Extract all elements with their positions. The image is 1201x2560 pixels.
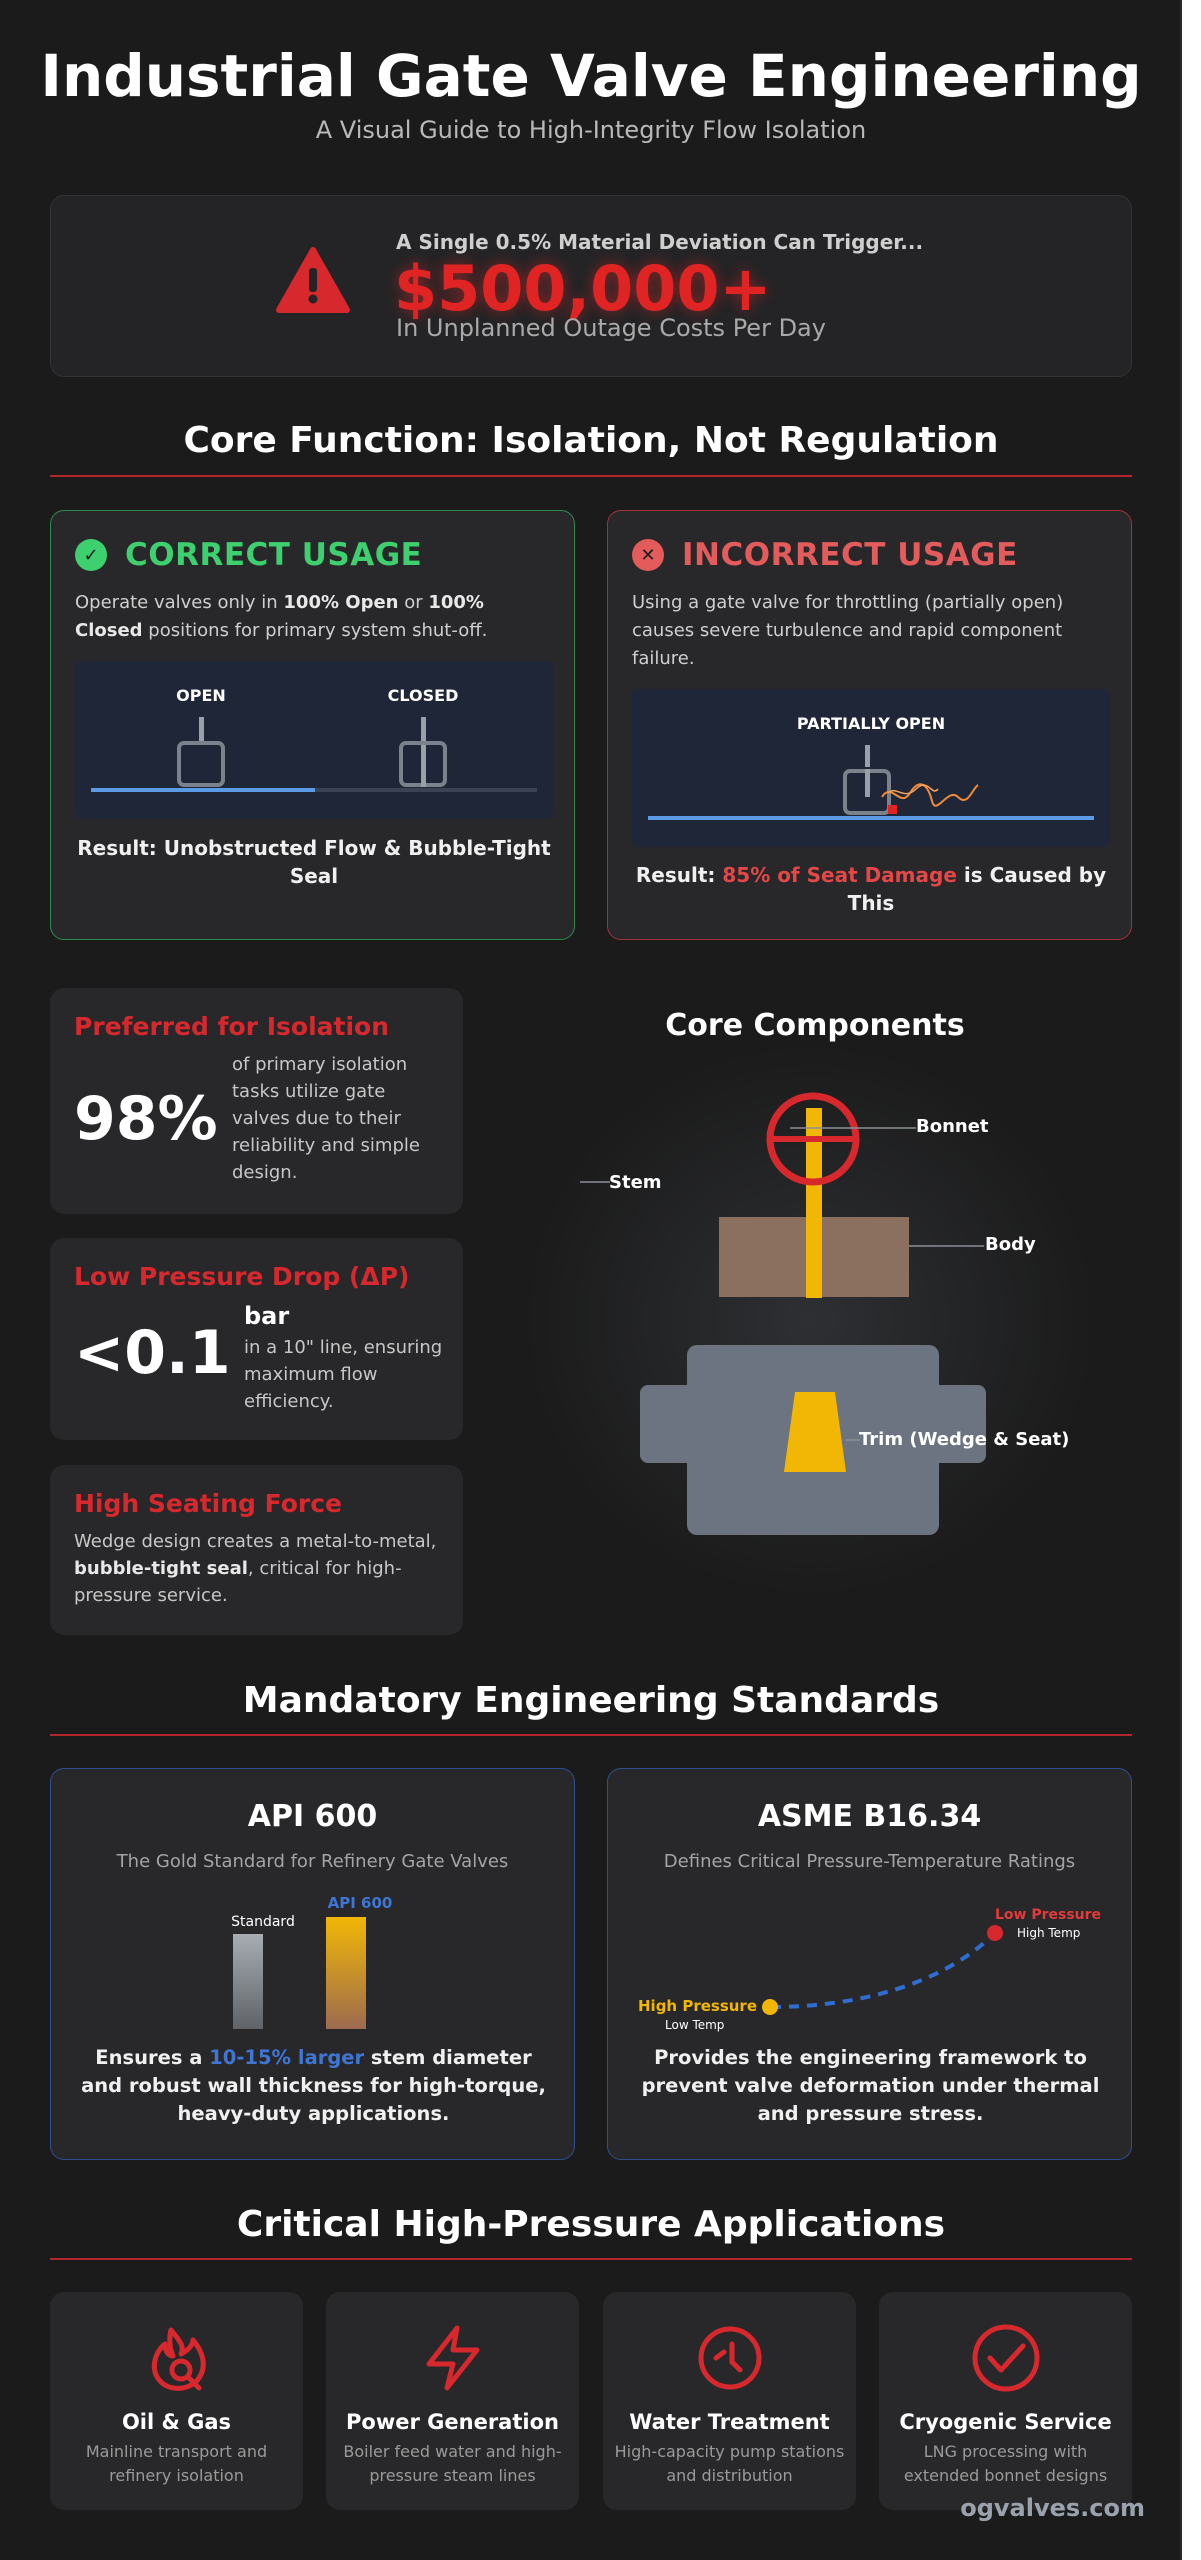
alert-caption: In Unplanned Outage Costs Per Day xyxy=(396,314,826,342)
incorrect-usage-result: Result: 85% of Seat Damage is Caused by … xyxy=(635,863,1107,915)
core-function-title: Core Function: Isolation, Not Regulation xyxy=(183,420,999,461)
low-temp-label: Low Temp xyxy=(665,2018,724,2032)
valve-components-diagram xyxy=(640,1092,986,1535)
application-description: LNG processing with extended bonnet desi… xyxy=(903,2442,1108,2485)
api-600-body: Ensures a 10-15% larger stem diameter an… xyxy=(81,2046,546,2125)
application-title: Oil & Gas xyxy=(121,2410,232,2434)
closed-label: CLOSED xyxy=(388,686,459,705)
right-edge-strip xyxy=(1182,0,1201,2560)
stat-value: 98% xyxy=(74,1084,218,1154)
stat-card-seating-force: High Seating Force Wedge design creates … xyxy=(50,1465,463,1635)
open-label: OPEN xyxy=(176,686,226,705)
high-temp-label: High Temp xyxy=(1017,1926,1080,1940)
application-description: Boiler feed water and high-pressure stea… xyxy=(343,2442,562,2485)
section-divider xyxy=(50,2258,1132,2260)
flame-drop-icon xyxy=(151,2327,206,2391)
check-circle-icon: ✓ xyxy=(75,539,107,571)
page-title: Industrial Gate Valve Engineering xyxy=(40,42,1142,110)
correct-usage-title: CORRECT USAGE xyxy=(125,537,423,573)
stat-description: Wedge design creates a metal-to-metal, b… xyxy=(74,1531,437,1606)
stat-card-preferred: Preferred for Isolation 98% of primary i… xyxy=(50,988,463,1214)
lightning-icon xyxy=(426,2325,480,2391)
stat-unit: bar xyxy=(244,1302,290,1330)
partially-open-label: PARTIALLY OPEN xyxy=(797,714,945,733)
correct-usage-result: Result: Unobstructed Flow & Bubble-Tight… xyxy=(77,836,551,888)
trim-label: Trim (Wedge & Seat) xyxy=(859,1429,1070,1450)
low-pressure-label: Low Pressure xyxy=(995,1907,1101,1923)
asme-subtitle: Defines Critical Pressure-Temperature Ra… xyxy=(663,1851,1076,1872)
components-title: Core Components xyxy=(665,1008,965,1043)
incorrect-usage-text: Using a gate valve for throttling (parti… xyxy=(632,592,1064,669)
alert-kicker: A Single 0.5% Material Deviation Can Tri… xyxy=(396,230,924,254)
page-subtitle: A Visual Guide to High-Integrity Flow Is… xyxy=(315,116,867,144)
bonnet-label: Bonnet xyxy=(916,1116,989,1137)
warning-triangle-icon xyxy=(276,247,350,313)
asme-body: Provides the engineering framework to pr… xyxy=(641,2046,1100,2125)
stat-card-pressure-drop: Low Pressure Drop (ΔP) <0.1 bar in a 10"… xyxy=(50,1238,463,1440)
standards-title: Mandatory Engineering Standards xyxy=(242,1680,940,1721)
api-bar-label: API 600 xyxy=(328,1894,393,1912)
api-600-card: API 600 The Gold Standard for Refinery G… xyxy=(50,1768,575,2160)
application-card-oil-gas: Oil & Gas Mainline transport and refiner… xyxy=(50,2292,303,2510)
application-card-power: Power Generation Boiler feed water and h… xyxy=(326,2292,579,2510)
section-divider xyxy=(50,475,1132,477)
incorrect-usage-title: INCORRECT USAGE xyxy=(682,537,1018,573)
standard-bar-label: Standard xyxy=(231,1914,295,1930)
stat-title: Preferred for Isolation xyxy=(74,1012,390,1041)
high-pressure-label: High Pressure xyxy=(638,1997,757,2015)
cost-alert-banner: A Single 0.5% Material Deviation Can Tri… xyxy=(50,195,1132,377)
body-label: Body xyxy=(985,1234,1036,1255)
application-card-water: Water Treatment High-capacity pump stati… xyxy=(603,2292,856,2510)
asme-b1634-card: ASME B16.34 Defines Critical Pressure-Te… xyxy=(607,1768,1132,2160)
alert-cost-value: $500,000+ xyxy=(394,252,772,325)
api-600-title: API 600 xyxy=(247,1799,378,1834)
application-title: Water Treatment xyxy=(629,2410,830,2434)
gauge-icon xyxy=(698,2326,762,2390)
application-title: Cryogenic Service xyxy=(899,2410,1112,2434)
correct-usage-card: ✓ CORRECT USAGE Operate valves only in 1… xyxy=(50,510,575,940)
application-title: Power Generation xyxy=(346,2410,559,2434)
application-description: High-capacity pump stations and distribu… xyxy=(614,2442,845,2485)
check-circle-icon xyxy=(972,2324,1040,2392)
stat-title: High Seating Force xyxy=(74,1489,342,1518)
x-circle-icon: ✕ xyxy=(632,539,664,571)
stem-label: Stem xyxy=(609,1172,662,1193)
section-divider xyxy=(50,1734,1132,1736)
stat-value: <0.1 xyxy=(74,1318,231,1388)
stat-title: Low Pressure Drop (ΔP) xyxy=(74,1262,410,1291)
application-description: Mainline transport and refinery isolatio… xyxy=(85,2442,268,2485)
api-600-subtitle: The Gold Standard for Refinery Gate Valv… xyxy=(116,1851,509,1872)
stem-leader-line xyxy=(580,1181,610,1183)
partially-open-diagram: PARTIALLY OPEN xyxy=(632,689,1110,847)
footer-brand: ogvalves.com xyxy=(960,2494,1145,2522)
stat-description: of primary isolation tasks utilize gate … xyxy=(232,1054,420,1183)
stat-description: in a 10" line, ensuring maximum flow eff… xyxy=(244,1337,443,1412)
applications-title: Critical High-Pressure Applications xyxy=(236,2204,946,2245)
pressure-temperature-curve: High Pressure Low Temp Low Pressure High… xyxy=(638,1907,1101,2032)
application-card-cryogenic: Cryogenic Service LNG processing with ex… xyxy=(879,2292,1132,2510)
correct-usage-text: Operate valves only in 100% Open or 100%… xyxy=(75,592,488,641)
incorrect-usage-card: ✕ INCORRECT USAGE Using a gate valve for… xyxy=(607,510,1132,940)
asme-title: ASME B16.34 xyxy=(757,1799,982,1834)
open-closed-diagram: OPEN CLOSED xyxy=(75,661,553,819)
stem-comparison-bars: Standard API 600 xyxy=(231,1894,393,2029)
